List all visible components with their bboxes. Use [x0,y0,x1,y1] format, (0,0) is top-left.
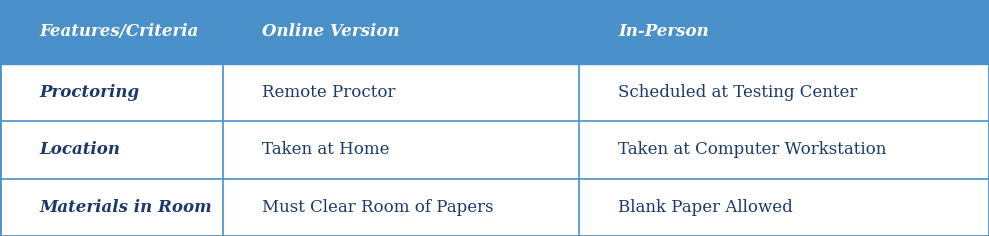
Text: In-Person: In-Person [618,23,709,40]
Bar [223,179,579,236]
Text: Scheduled at Testing Center: Scheduled at Testing Center [618,84,857,101]
Text: Materials in Room: Materials in Room [40,199,213,216]
Bar [223,121,579,179]
Text: Proctoring: Proctoring [40,84,139,101]
Bar [0,121,223,179]
Text: Blank Paper Allowed: Blank Paper Allowed [618,199,793,216]
Text: Taken at Home: Taken at Home [262,141,390,158]
Text: Taken at Computer Workstation: Taken at Computer Workstation [618,141,886,158]
Bar [0,179,223,236]
Text: Location: Location [40,141,121,158]
Text: Must Clear Room of Papers: Must Clear Room of Papers [262,199,494,216]
Bar [579,121,989,179]
Text: Features/Criteria: Features/Criteria [40,23,199,40]
Bar [0,64,223,121]
Bar [223,64,579,121]
Text: Online Version: Online Version [262,23,400,40]
Bar [0,0,989,64]
Bar [579,64,989,121]
Bar [579,179,989,236]
Text: Remote Proctor: Remote Proctor [262,84,396,101]
